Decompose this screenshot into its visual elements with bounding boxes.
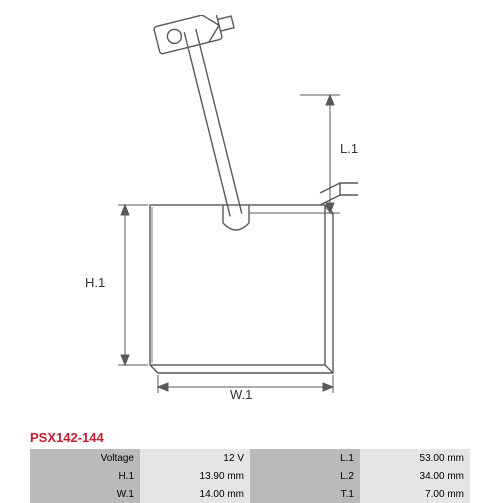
spec-label: L.1 <box>250 449 360 467</box>
spec-table: Voltage 12 V L.1 53.00 mm H.1 13.90 mm L… <box>30 449 470 503</box>
spec-value: 53.00 mm <box>360 449 470 467</box>
part-number: PSX142-144 <box>30 430 470 445</box>
dimension-label-h1: H.1 <box>85 275 105 290</box>
spec-value: 12 V <box>140 449 250 467</box>
table-row: W.1 14.00 mm T.1 7.00 mm <box>30 485 470 503</box>
technical-figure: L.1 H.1 W.1 PSX142-144 Voltage 12 V L.1 … <box>0 0 500 500</box>
table-row: H.1 13.90 mm L.2 34.00 mm <box>30 467 470 485</box>
spec-label: H.1 <box>30 467 140 485</box>
spec-value: 7.00 mm <box>360 485 470 503</box>
spec-value: 13.90 mm <box>140 467 250 485</box>
spec-value: 14.00 mm <box>140 485 250 503</box>
spec-label: W.1 <box>30 485 140 503</box>
dimension-label-w1: W.1 <box>230 387 252 402</box>
spec-value: 34.00 mm <box>360 467 470 485</box>
spec-label: Voltage <box>30 449 140 467</box>
table-row: Voltage 12 V L.1 53.00 mm <box>30 449 470 467</box>
dimension-label-l1: L.1 <box>340 141 358 156</box>
spec-label: L.2 <box>250 467 360 485</box>
spec-section: PSX142-144 Voltage 12 V L.1 53.00 mm H.1… <box>30 430 470 503</box>
technical-drawing: L.1 H.1 W.1 <box>40 15 440 395</box>
spec-label: T.1 <box>250 485 360 503</box>
